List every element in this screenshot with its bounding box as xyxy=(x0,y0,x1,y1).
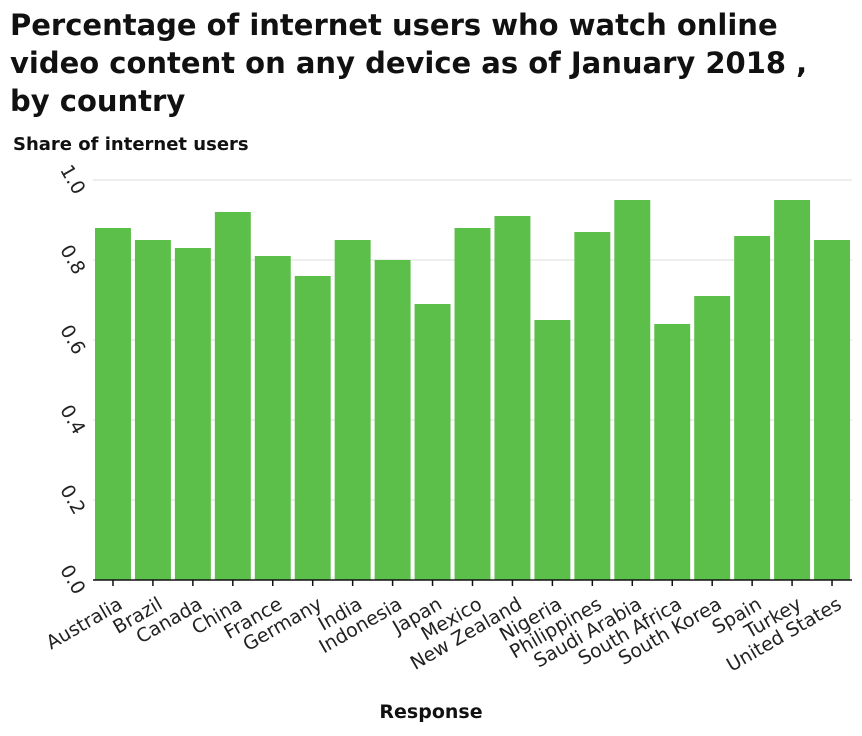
y-tick-label: 0.4 xyxy=(55,401,89,438)
bar-saudi-arabia xyxy=(614,200,651,580)
y-tick-label: 1.0 xyxy=(55,161,89,198)
bar-nigeria xyxy=(534,320,571,580)
bar-spain xyxy=(734,236,771,580)
x-axis-label: Response xyxy=(379,701,483,723)
bar-indonesia xyxy=(374,260,411,580)
bar-south-korea xyxy=(694,296,731,580)
bar-canada xyxy=(174,248,211,580)
bar-philippines xyxy=(574,232,611,580)
bar-south-africa xyxy=(654,324,691,580)
y-tick-label: 0.6 xyxy=(55,321,89,358)
bar-germany xyxy=(294,276,331,580)
chart-title: Percentage of internet users who watch o… xyxy=(10,8,808,118)
bar-turkey xyxy=(774,200,811,580)
y-axis-label: Share of internet users xyxy=(13,134,249,155)
bar-brazil xyxy=(134,240,171,580)
bar-new-zealand xyxy=(494,216,531,580)
bar-france xyxy=(254,256,291,580)
bar-australia xyxy=(94,228,131,580)
y-tick-label: 0.8 xyxy=(55,241,89,278)
bar-india xyxy=(334,240,371,580)
y-tick-label: 0.0 xyxy=(55,561,89,598)
bar-china xyxy=(214,212,251,580)
bar-japan xyxy=(414,304,451,580)
y-tick-label: 0.2 xyxy=(55,481,89,518)
bar-united-states xyxy=(814,240,851,580)
bars xyxy=(94,200,851,580)
bar-mexico xyxy=(454,228,491,580)
